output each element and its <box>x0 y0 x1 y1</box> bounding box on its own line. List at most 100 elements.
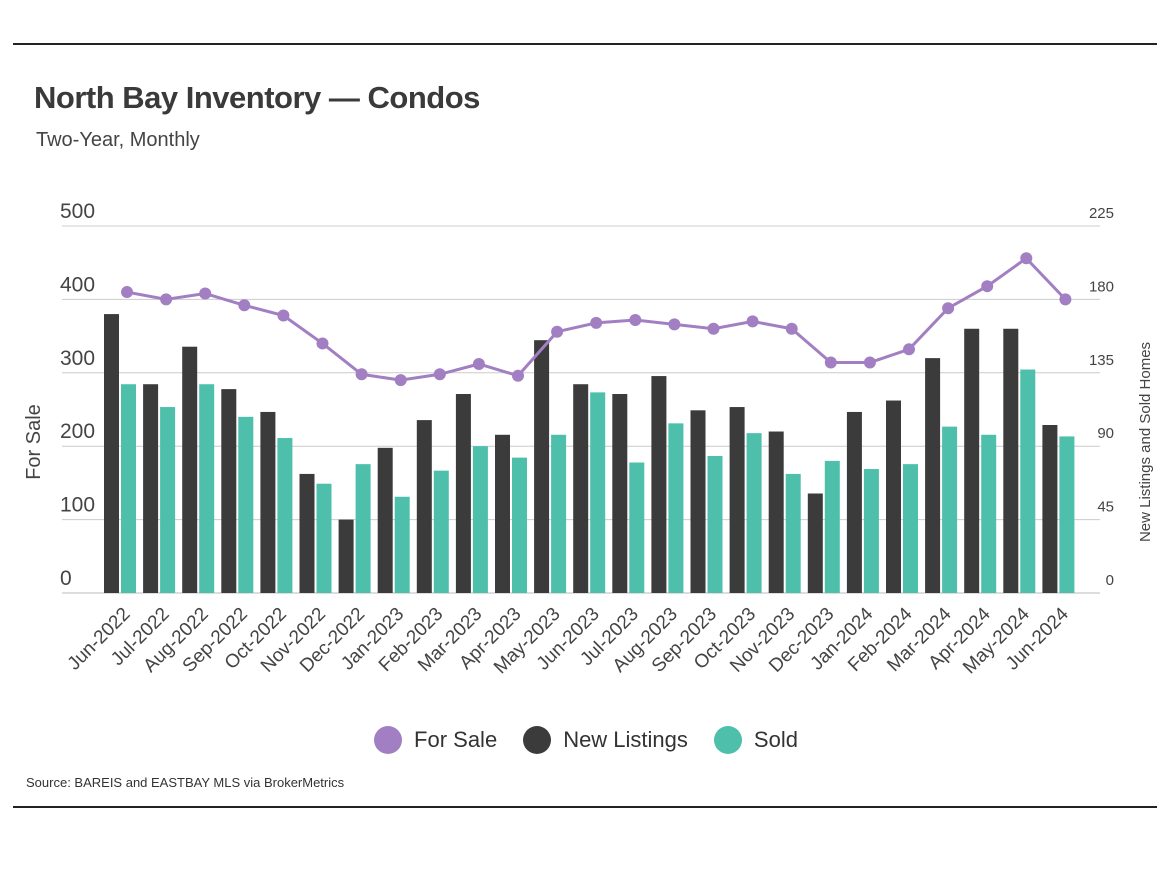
bar-new-listings <box>495 434 510 593</box>
for-sale-point <box>707 322 720 335</box>
bar-sold <box>472 446 488 593</box>
bar-new-listings <box>299 473 315 593</box>
for-sale-point <box>668 318 681 331</box>
legend-label-for-sale: For Sale <box>414 727 498 752</box>
bar-new-listings <box>846 411 862 593</box>
for-sale-point <box>1020 252 1033 265</box>
bar-sold <box>238 416 254 593</box>
left-tick-label: 400 <box>60 273 95 296</box>
left-tick-label: 200 <box>60 420 95 443</box>
bar-sold <box>1020 369 1036 593</box>
bar-new-listings <box>455 394 471 593</box>
source-note: Source: BAREIS and EASTBAY MLS via Broke… <box>26 775 345 790</box>
right-axis-ticks: 0 45 90 135 180 225 <box>1089 205 1114 589</box>
bar-sold <box>512 457 527 593</box>
bar-new-listings <box>612 394 628 593</box>
bar-new-listings <box>182 346 198 593</box>
right-tick-label: 45 <box>1097 499 1114 516</box>
for-sale-point <box>981 280 994 293</box>
for-sale-point <box>863 356 876 369</box>
bar-sold <box>316 483 332 593</box>
bar-new-listings <box>338 519 354 593</box>
bar-new-listings <box>651 376 667 593</box>
bar-new-listings <box>534 340 550 593</box>
bar-new-listings <box>886 400 901 593</box>
bar-new-listings <box>260 411 276 593</box>
for-sale-point <box>277 309 290 322</box>
bar-sold <box>199 384 215 593</box>
left-axis-ticks: 0 100 200 300 400 500 <box>60 200 95 590</box>
for-sale-point <box>355 368 368 381</box>
legend-label-new-listings: New Listings <box>563 727 688 752</box>
bar-sold <box>121 384 136 593</box>
bar-sold <box>785 473 801 593</box>
bar-new-listings <box>416 420 432 593</box>
bar-sold <box>394 496 410 593</box>
bar-new-listings <box>377 447 393 593</box>
legend-label-sold: Sold <box>753 727 798 752</box>
right-tick-label: 225 <box>1089 205 1114 222</box>
for-sale-point <box>785 322 798 335</box>
left-tick-label: 100 <box>60 494 95 517</box>
chart: 0 100 200 300 400 500 0 45 90 135 180 225 Jun-2022… <box>23 200 1154 678</box>
right-tick-label: 0 <box>1106 572 1114 589</box>
bar-new-listings <box>964 328 980 593</box>
for-sale-point <box>629 313 642 326</box>
for-sale-point <box>433 368 446 381</box>
legend-item-sold: Sold <box>713 726 798 754</box>
bar-sold <box>551 434 567 593</box>
bar-new-listings <box>573 384 589 593</box>
for-sale-point <box>512 369 524 382</box>
for-sale-point <box>238 299 251 312</box>
bar-new-listings <box>690 410 706 593</box>
for-sale-point <box>746 315 759 328</box>
bar-new-listings <box>1003 328 1019 593</box>
bar-new-listings <box>143 384 159 593</box>
right-tick-label: 135 <box>1089 352 1114 369</box>
top-rule <box>13 43 1157 45</box>
bar-new-listings <box>807 493 823 593</box>
legend-swatch-new-listings <box>523 726 552 754</box>
for-sale-point <box>551 325 564 338</box>
for-sale-point <box>121 286 133 299</box>
bar-sold <box>433 470 449 593</box>
bar-new-listings <box>221 389 237 593</box>
legend-swatch-for-sale <box>374 726 403 754</box>
for-sale-point <box>903 343 915 356</box>
bar-sold <box>746 433 762 593</box>
for-sale-point <box>394 374 407 387</box>
chart-title: North Bay Inventory — Condos <box>34 80 480 115</box>
for-sale-point <box>160 293 173 306</box>
bars <box>104 314 1075 593</box>
bar-new-listings <box>925 358 941 593</box>
bar-sold <box>707 455 723 593</box>
bar-sold <box>629 462 645 593</box>
for-sale-point <box>824 356 837 369</box>
bar-sold <box>277 438 293 593</box>
bar-sold <box>981 434 997 593</box>
left-tick-label: 300 <box>60 347 95 370</box>
for-sale-point <box>1059 293 1072 306</box>
bar-sold <box>824 460 840 593</box>
bar-sold <box>160 407 176 593</box>
legend-item-for-sale: For Sale <box>374 726 497 754</box>
bar-sold <box>1059 436 1075 593</box>
y2-axis-label: New Listings and Sold Homes <box>1137 342 1154 542</box>
for-sale-point <box>472 357 485 370</box>
bar-sold <box>903 464 918 593</box>
chart-subtitle: Two-Year, Monthly <box>36 129 200 151</box>
x-axis-labels: Jun-2022Jul-2022Aug-2022Sep-2022Oct-2022… <box>64 603 1074 678</box>
bottom-rule <box>13 806 1157 808</box>
bar-sold <box>863 469 879 593</box>
bar-new-listings <box>104 314 119 593</box>
right-tick-label: 90 <box>1097 425 1114 442</box>
bar-new-listings <box>768 431 784 593</box>
left-tick-label: 500 <box>60 200 95 223</box>
legend: For Sale New Listings Sold <box>0 726 1172 754</box>
for-sale-point <box>942 302 955 315</box>
bar-new-listings <box>1042 424 1058 593</box>
legend-item-new-listings: New Listings <box>523 726 688 754</box>
bar-new-listings <box>729 407 745 593</box>
y-axis-label: For Sale <box>23 404 45 480</box>
for-sale-point <box>316 337 329 350</box>
